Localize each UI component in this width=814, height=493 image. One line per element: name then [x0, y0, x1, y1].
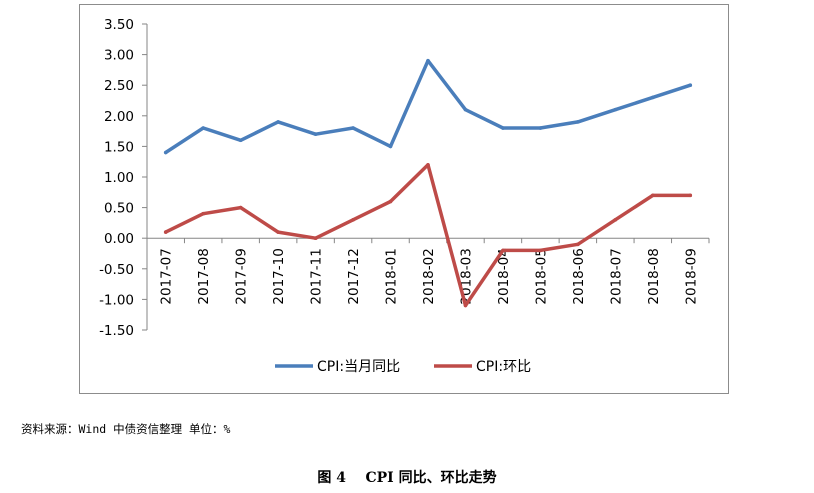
x-tick-label: 2017-10: [271, 248, 287, 304]
y-tick-label: -1.00: [99, 292, 134, 308]
data-point: [688, 193, 693, 198]
data-point: [201, 126, 205, 130]
data-point: [313, 132, 318, 136]
y-tick-label: 0.50: [104, 201, 134, 217]
data-point: [613, 107, 618, 112]
x-tick-label: 2018-01: [384, 248, 400, 304]
chart-frame: [79, 4, 729, 394]
x-tick-label: 2017-09: [234, 248, 250, 304]
data-point: [688, 83, 693, 87]
data-point: [163, 230, 168, 234]
data-point: [651, 95, 655, 100]
data-point: [501, 126, 505, 130]
figure-caption: 图 4 CPI 同比、环比走势: [317, 470, 497, 486]
y-tick-label: 3.00: [104, 48, 134, 64]
y-tick-label: 0.00: [104, 231, 134, 247]
data-point: [238, 138, 243, 143]
data-point: [238, 205, 243, 210]
y-tick-label: -0.50: [99, 262, 134, 278]
x-tick-label: 2018-08: [646, 248, 662, 304]
data-point: [201, 211, 205, 216]
data-point: [426, 58, 430, 63]
series-lines: [163, 58, 693, 308]
data-point: [613, 218, 618, 222]
data-point: [388, 199, 393, 204]
data-point: [463, 107, 468, 112]
data-point: [388, 144, 393, 149]
data-point: [538, 248, 543, 253]
y-tick-label: -1.50: [99, 323, 134, 339]
data-point: [163, 150, 168, 155]
y-tick-label: 2.00: [104, 109, 134, 125]
source-note: 资料来源：Wind 中债资信整理 单位：%: [21, 422, 231, 436]
data-point: [501, 248, 505, 253]
x-tick-label: 2018-06: [571, 248, 587, 304]
x-tick-label: 2017-08: [196, 248, 212, 304]
x-tick-label: 2018-09: [683, 248, 699, 304]
legend-label-2: CPI:环比: [476, 359, 531, 375]
data-point: [651, 193, 655, 198]
x-tick-label: 2018-04: [496, 248, 512, 304]
legend: CPI:当月同比 CPI:环比: [275, 359, 531, 375]
x-tick-label: 2017-07: [159, 248, 175, 304]
x-tick-label: 2017-12: [346, 248, 362, 304]
y-tick-label: 3.50: [104, 17, 134, 33]
data-point: [576, 242, 580, 247]
data-point: [576, 120, 580, 124]
x-tick-label: 2018-02: [421, 248, 437, 304]
axes: 3.50 3.00 2.50 2.00 1.50 1.00 0.50 0.00 -0.50 -1.…: [99, 17, 710, 339]
data-point: [276, 230, 280, 234]
data-point: [463, 303, 468, 308]
data-point: [538, 126, 543, 130]
data-point: [351, 126, 355, 130]
x-tick-label: 2017-11: [309, 248, 325, 304]
data-point: [276, 120, 280, 124]
data-point: [351, 218, 355, 222]
x-tick-label: 2018-07: [608, 248, 624, 304]
legend-label-1: CPI:当月同比: [317, 359, 400, 375]
y-tick-label: 2.50: [104, 78, 134, 94]
x-tick-label: 2018-05: [533, 248, 549, 304]
data-point: [426, 162, 430, 167]
y-tick-label: 1.00: [104, 170, 134, 186]
y-tick-label: 1.50: [104, 139, 134, 155]
data-point: [313, 236, 318, 240]
series-line-1: [163, 58, 693, 155]
